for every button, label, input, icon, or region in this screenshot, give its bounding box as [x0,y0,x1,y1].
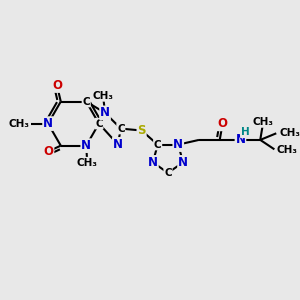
Text: CH₃: CH₃ [77,158,98,168]
Text: C: C [154,140,161,150]
Text: O: O [44,145,53,158]
Text: N: N [100,106,110,119]
Text: O: O [52,79,62,92]
Text: N: N [148,156,158,169]
Text: N: N [173,138,183,151]
Text: N: N [81,139,91,152]
Text: CH₃: CH₃ [276,145,297,155]
Text: C: C [117,124,125,134]
Text: CH₃: CH₃ [253,117,274,127]
Text: N: N [178,156,188,169]
Text: N: N [236,134,245,146]
Text: CH₃: CH₃ [279,128,300,138]
Text: CH₃: CH₃ [8,118,29,129]
Text: O: O [218,117,228,130]
Text: C: C [164,168,172,178]
Text: CH₃: CH₃ [93,91,114,101]
Text: S: S [137,124,146,137]
Text: N: N [113,138,123,151]
Text: C: C [82,97,90,106]
Text: N: N [43,117,53,130]
Text: C: C [95,118,103,129]
Text: H: H [241,128,250,137]
